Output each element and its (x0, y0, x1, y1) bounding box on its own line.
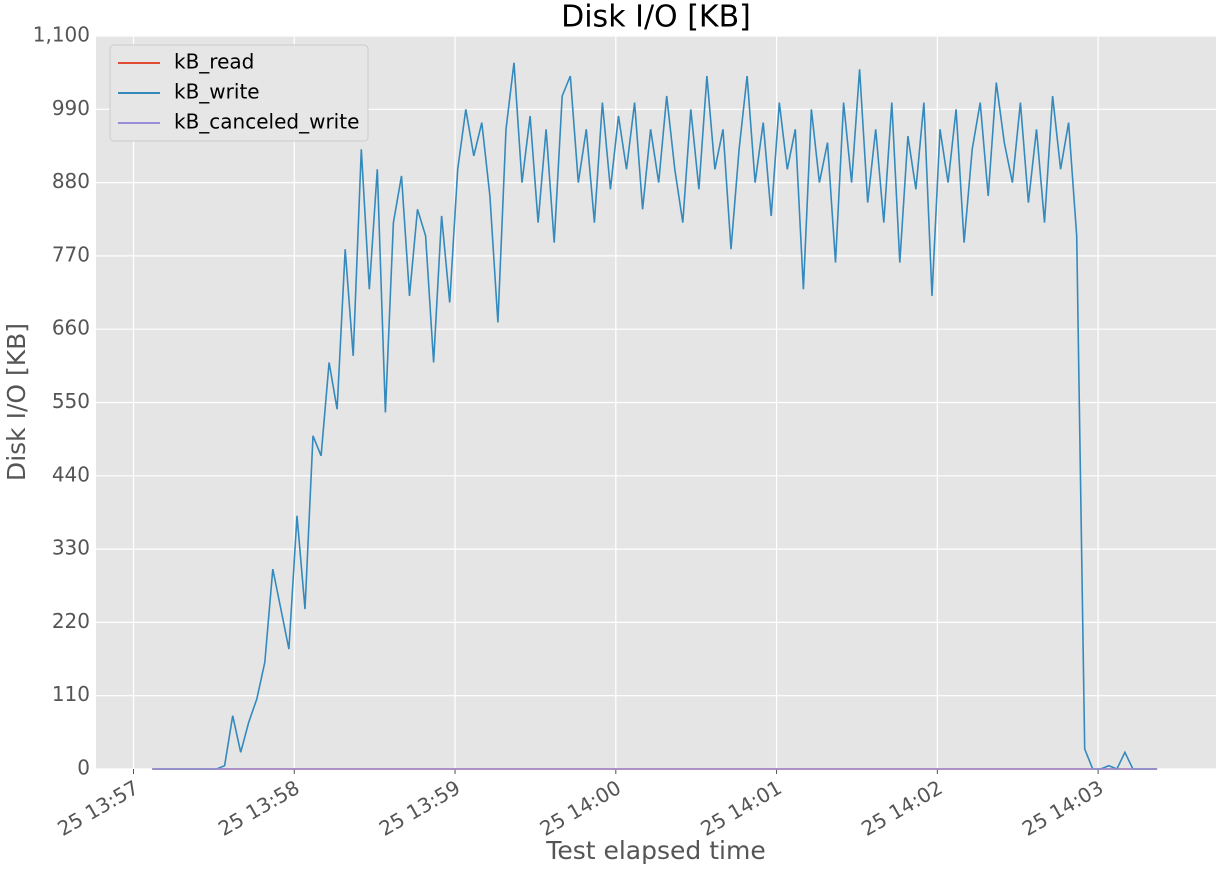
y-axis-label: Disk I/O [KB] (2, 323, 31, 481)
y-tick-label: 550 (52, 389, 90, 413)
legend-label: kB_write (174, 80, 260, 104)
x-tick-label: 25 14:02 (857, 775, 946, 841)
x-tick-label: 25 13:57 (53, 775, 142, 841)
y-tick-label: 220 (52, 609, 90, 633)
legend-label: kB_canceled_write (174, 110, 359, 134)
x-axis-label: Test elapsed time (545, 836, 765, 865)
y-tick-label: 770 (52, 242, 90, 266)
legend-box (109, 44, 369, 142)
y-tick-label: 110 (52, 682, 90, 706)
x-tick-label: 25 13:58 (214, 775, 303, 841)
y-tick-label: 660 (52, 316, 90, 340)
legend-label: kB_read (174, 50, 254, 74)
y-tick-label: 440 (52, 462, 90, 486)
y-tick-label: 1,100 (33, 23, 90, 47)
y-tick-label: 0 (77, 756, 90, 780)
x-tick-label: 25 14:01 (696, 775, 785, 841)
chart-title: Disk I/O [KB] (561, 0, 751, 35)
y-tick-label: 880 (52, 169, 90, 193)
y-tick-label: 990 (52, 96, 90, 120)
x-tick-label: 25 14:03 (1018, 775, 1107, 841)
x-tick-label: 25 13:59 (375, 775, 464, 841)
series-line (152, 62, 1158, 771)
y-tick-label: 330 (52, 536, 90, 560)
x-tick-label: 25 14:00 (536, 775, 625, 841)
